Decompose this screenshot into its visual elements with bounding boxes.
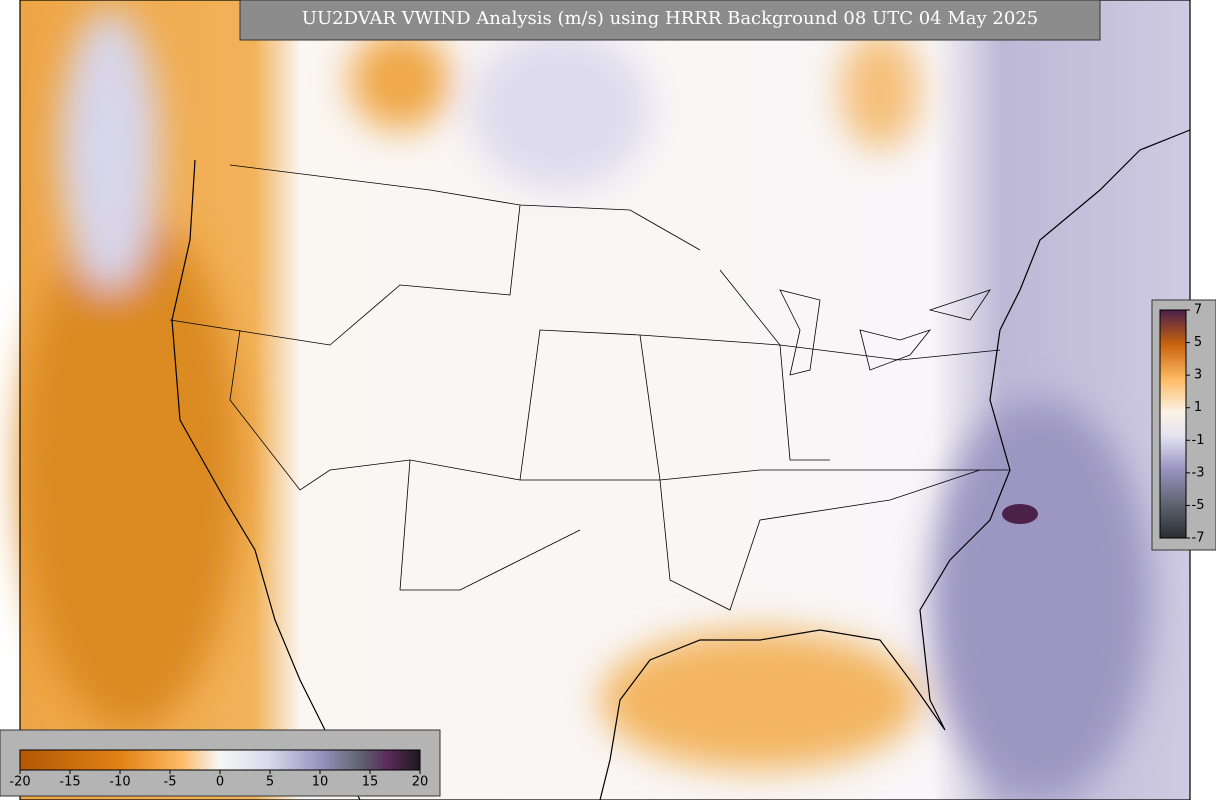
field-shading [20,10,1150,800]
map [19,0,1191,800]
east-coastline [599,129,1191,800]
title: UU2DVAR VWIND Analysis (m/s) using HRRR … [302,8,1038,29]
colorbar-tick-label: 7 [1194,303,1202,318]
colorbar-tick-label: 20 [412,775,429,790]
west-coastline [171,159,361,800]
great-lakes [779,289,991,376]
colorbar-tick-label: -20 [9,775,30,790]
colorbar-tick-label: 5 [1194,335,1202,350]
title-box [239,0,1101,41]
colorbar-tick-label: 1 [1194,400,1202,415]
colorbar-tick-label: 10 [312,775,329,790]
colorbar-vertical: 7 5 3 1 -1 -3 -5 -7 [1151,299,1216,551]
colorbar-ramp [1159,309,1187,539]
wind-maximum [1002,504,1038,524]
colorbar-ramp [19,749,421,771]
colorbar-tick-label: -15 [59,775,80,790]
colorbar-tick-label: 0 [216,775,224,790]
colorbar-horizontal: -20 -15 -10 -5 0 5 10 15 20 [0,729,441,797]
colorbar-tick-label: -5 [1192,498,1205,513]
colorbar-tick-label: -7 [1192,531,1205,546]
colorbar-tick-label: -3 [1192,465,1205,480]
colorbar-tick-label: 15 [362,775,379,790]
state-boundaries [169,164,1010,611]
colorbar-tick-label: -1 [1192,433,1205,448]
colorbar-tick-label: -5 [164,775,177,790]
colorbar-tick-label: -10 [109,775,130,790]
colorbar-tick-label: 5 [266,775,274,790]
colorbar-tick-label: 3 [1194,368,1202,383]
